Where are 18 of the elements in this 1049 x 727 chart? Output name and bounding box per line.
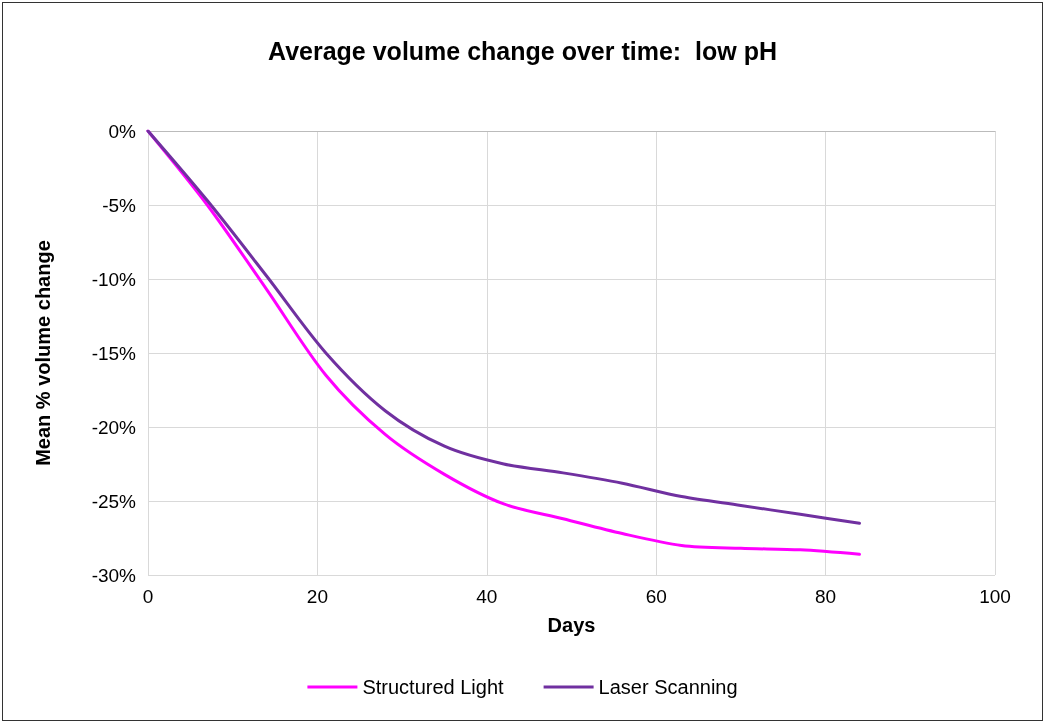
y-tick-label: -15% <box>91 342 137 364</box>
y-tick-label: 0% <box>108 120 137 142</box>
x-axis-title: Days <box>547 614 596 636</box>
x-tick-label: 80 <box>815 586 837 607</box>
x-tick-label: 60 <box>645 586 667 607</box>
x-tick-label: 40 <box>476 586 498 607</box>
legend-label: Laser Scanning <box>598 676 738 698</box>
x-tick-label: 100 <box>979 586 1011 607</box>
y-tick-label: -5% <box>102 194 137 216</box>
y-tick-label: -20% <box>91 416 137 438</box>
y-tick-label: -30% <box>91 564 137 586</box>
chart-title: Average volume change over time: low pH <box>268 36 777 65</box>
x-tick-label: 0 <box>142 586 154 607</box>
y-axis-title: Mean % volume change <box>32 240 54 466</box>
y-tick-label: -25% <box>91 490 137 512</box>
legend-label: Structured Light <box>362 676 505 698</box>
x-tick-label: 20 <box>306 586 328 607</box>
y-tick-label: -10% <box>91 268 137 290</box>
